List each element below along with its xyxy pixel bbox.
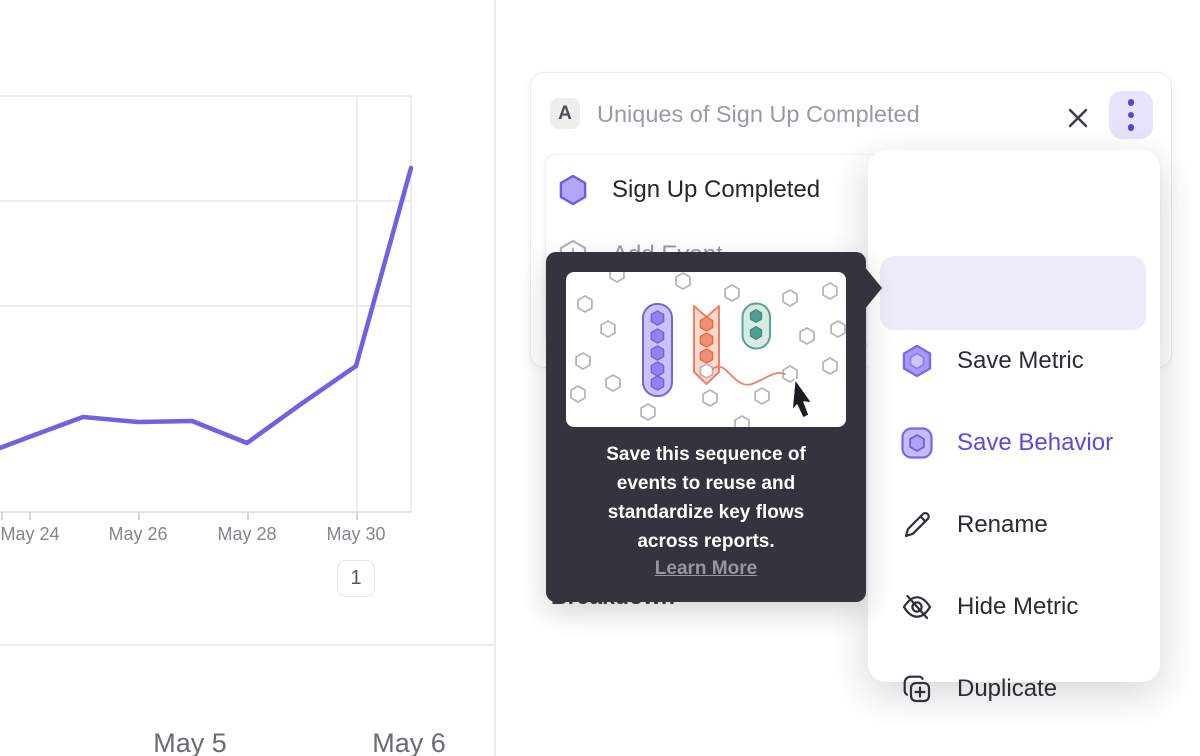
- vertical-divider: [494, 0, 496, 756]
- more-options-button[interactable]: [1109, 91, 1153, 139]
- learn-more-link[interactable]: Learn More: [654, 558, 758, 579]
- menu-item-save-behavior[interactable]: Save Behavior: [868, 402, 1160, 484]
- sequence-of-events-illustration: [566, 272, 846, 427]
- menu-item-save-metric[interactable]: Save Metric: [868, 320, 1160, 402]
- x-tick-label: May 26: [108, 524, 168, 544]
- metric-options-menu: Save Metric Save Behavior Rename Hide Me…: [868, 150, 1160, 703]
- metric-letter-badge: A: [550, 98, 580, 129]
- eye-off-icon: [902, 594, 932, 620]
- tooltip-text: Save this sequence of events to reuse an…: [606, 444, 806, 552]
- menu-item-remove[interactable]: Remove: [868, 730, 1160, 756]
- active-item-highlight: [880, 256, 1146, 330]
- cursor-icon: [791, 378, 813, 419]
- menu-item-duplicate[interactable]: Duplicate: [868, 648, 1160, 730]
- hexagon-icon: [902, 344, 932, 378]
- x-tick-label: May 5: [153, 728, 227, 756]
- gridline: [0, 200, 411, 202]
- tooltip-caret: [864, 266, 882, 310]
- menu-item-hide-metric[interactable]: Hide Metric: [868, 566, 1160, 648]
- axis-tick: [29, 512, 31, 520]
- menu-item-label: Hide Metric: [957, 593, 1079, 620]
- menu-item-label: Save Behavior: [957, 429, 1114, 456]
- x-tick-label: May 6: [372, 728, 446, 756]
- axis-tick: [247, 512, 249, 520]
- menu-item-label: Rename: [957, 511, 1048, 538]
- close-button[interactable]: [1064, 104, 1092, 132]
- menu-item-rename[interactable]: Rename: [868, 484, 1160, 566]
- x-tick-label: May 24: [0, 524, 60, 544]
- pagination-page-1-button[interactable]: 1: [337, 560, 375, 597]
- axis-tick: [138, 512, 140, 520]
- gridline: [410, 95, 412, 512]
- x-tick-label: May 28: [217, 524, 277, 544]
- pencil-icon: [904, 512, 930, 538]
- series-line: [0, 165, 414, 451]
- metric-title[interactable]: Uniques of Sign Up Completed: [597, 101, 920, 127]
- kebab-icon: [1127, 99, 1135, 131]
- gridline: [356, 95, 358, 512]
- menu-item-label: Duplicate: [957, 675, 1058, 702]
- menu-item-label: Save Metric: [957, 347, 1084, 374]
- gridline: [0, 305, 411, 307]
- axis-tick: [1, 512, 3, 520]
- save-behavior-tooltip: Save this sequence of events to reuse an…: [546, 252, 882, 602]
- line-chart[interactable]: May 24 May 26 May 28 May 30 1: [0, 0, 494, 644]
- x-axis-line: [0, 511, 411, 513]
- close-icon: [1068, 108, 1088, 128]
- horizontal-divider: [0, 644, 494, 646]
- gridline: [0, 95, 411, 97]
- duplicate-icon: [903, 675, 931, 703]
- hexagon-badge-icon: [901, 427, 933, 459]
- event-hexagon-icon: [559, 175, 587, 205]
- axis-tick: [356, 512, 358, 520]
- x-tick-label: May 30: [326, 524, 386, 544]
- chart-series-svg: [0, 165, 414, 451]
- event-name[interactable]: Sign Up Completed: [612, 176, 821, 203]
